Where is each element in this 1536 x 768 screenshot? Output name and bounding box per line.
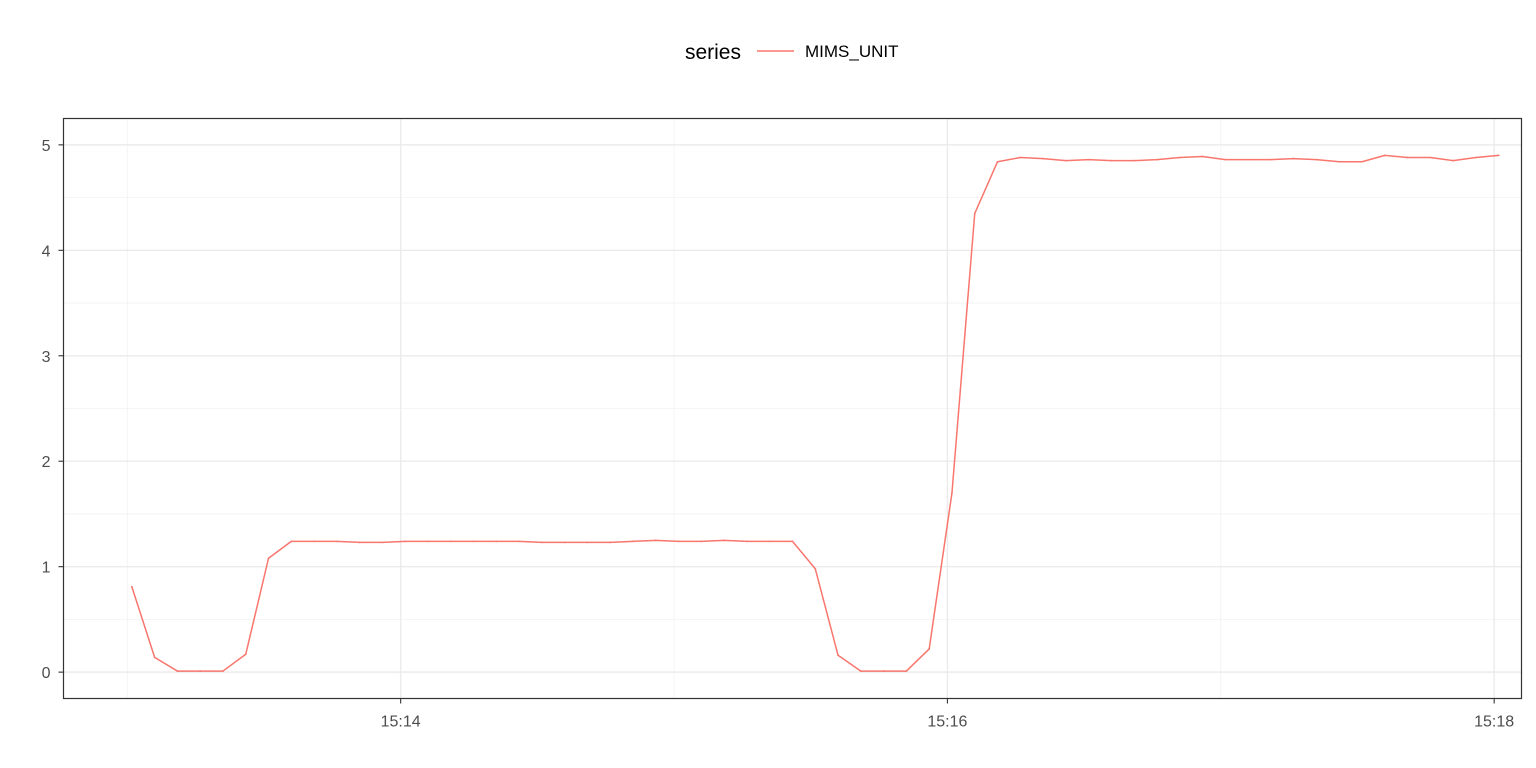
x-tick-label: 15:18	[1474, 714, 1514, 731]
data-point	[176, 670, 179, 672]
data-point	[358, 541, 361, 544]
data-point	[1156, 158, 1158, 161]
data-point	[199, 670, 202, 672]
legend-title: series	[685, 41, 741, 64]
data-point	[427, 540, 429, 543]
panel-border	[62, 117, 1523, 700]
data-point	[905, 670, 908, 672]
series-layer	[130, 154, 1500, 672]
data-point	[677, 540, 680, 543]
data-point	[951, 491, 953, 494]
data-point	[996, 160, 999, 163]
data-point	[153, 656, 156, 659]
x-axis: 15:14 15:16 15:18	[381, 698, 1514, 731]
data-point	[973, 212, 976, 215]
data-point	[700, 540, 703, 543]
x-tick-label: 15:16	[927, 714, 967, 731]
y-tick-label: 3	[42, 349, 51, 366]
y-tick-label: 2	[42, 454, 51, 471]
data-point	[1224, 158, 1227, 161]
data-point	[928, 648, 931, 650]
data-point	[1087, 158, 1090, 161]
data-point	[654, 539, 657, 542]
data-point	[518, 540, 521, 543]
data-point	[586, 541, 589, 544]
x-tick-label: 15:14	[381, 714, 421, 731]
data-point	[1019, 156, 1022, 159]
y-tick-label: 1	[42, 560, 51, 577]
data-point	[290, 540, 293, 543]
data-point	[1475, 156, 1477, 159]
data-point	[609, 541, 612, 544]
data-point	[381, 541, 384, 544]
data-point	[130, 585, 133, 588]
data-point	[1042, 157, 1044, 160]
data-point	[1247, 158, 1250, 161]
legend-label-mims-unit: MIMS_UNIT	[805, 42, 899, 61]
data-point	[723, 539, 726, 542]
data-point	[1406, 156, 1409, 159]
data-point	[882, 670, 885, 672]
data-point	[859, 670, 862, 672]
minor-gridlines	[63, 118, 1522, 699]
data-point	[267, 557, 270, 560]
data-point	[222, 670, 224, 672]
legend: series MIMS_UNIT	[685, 41, 899, 64]
data-point	[746, 540, 748, 543]
data-point	[1361, 160, 1363, 163]
data-point	[1429, 156, 1432, 159]
data-point	[1270, 158, 1272, 161]
data-point	[837, 654, 839, 657]
series-line-mims-unit	[131, 154, 1499, 672]
data-point	[632, 540, 634, 543]
data-point	[814, 567, 817, 570]
y-tick-label: 5	[42, 138, 51, 155]
data-point	[1178, 156, 1181, 159]
data-point	[1497, 154, 1500, 157]
data-point	[791, 540, 794, 543]
data-point	[1383, 154, 1386, 157]
data-point	[404, 540, 407, 543]
data-point	[768, 540, 771, 543]
y-axis: 0 1 2 3 4 5	[42, 138, 64, 682]
data-point	[1064, 159, 1067, 162]
major-gridlines	[63, 118, 1522, 699]
data-point	[244, 653, 247, 656]
data-point	[1133, 159, 1136, 162]
y-tick-label: 4	[42, 243, 51, 260]
data-point	[1315, 158, 1318, 161]
data-point	[313, 540, 315, 543]
data-point	[1292, 157, 1295, 160]
data-point	[1201, 155, 1204, 158]
data-point	[563, 541, 566, 544]
data-point	[1338, 160, 1341, 163]
y-tick-label: 0	[42, 665, 51, 682]
data-point	[335, 540, 338, 543]
data-point	[495, 540, 498, 543]
data-point	[1110, 159, 1113, 162]
data-point	[1452, 159, 1455, 162]
data-point	[472, 540, 475, 543]
data-point	[449, 540, 452, 543]
data-point	[541, 541, 543, 544]
